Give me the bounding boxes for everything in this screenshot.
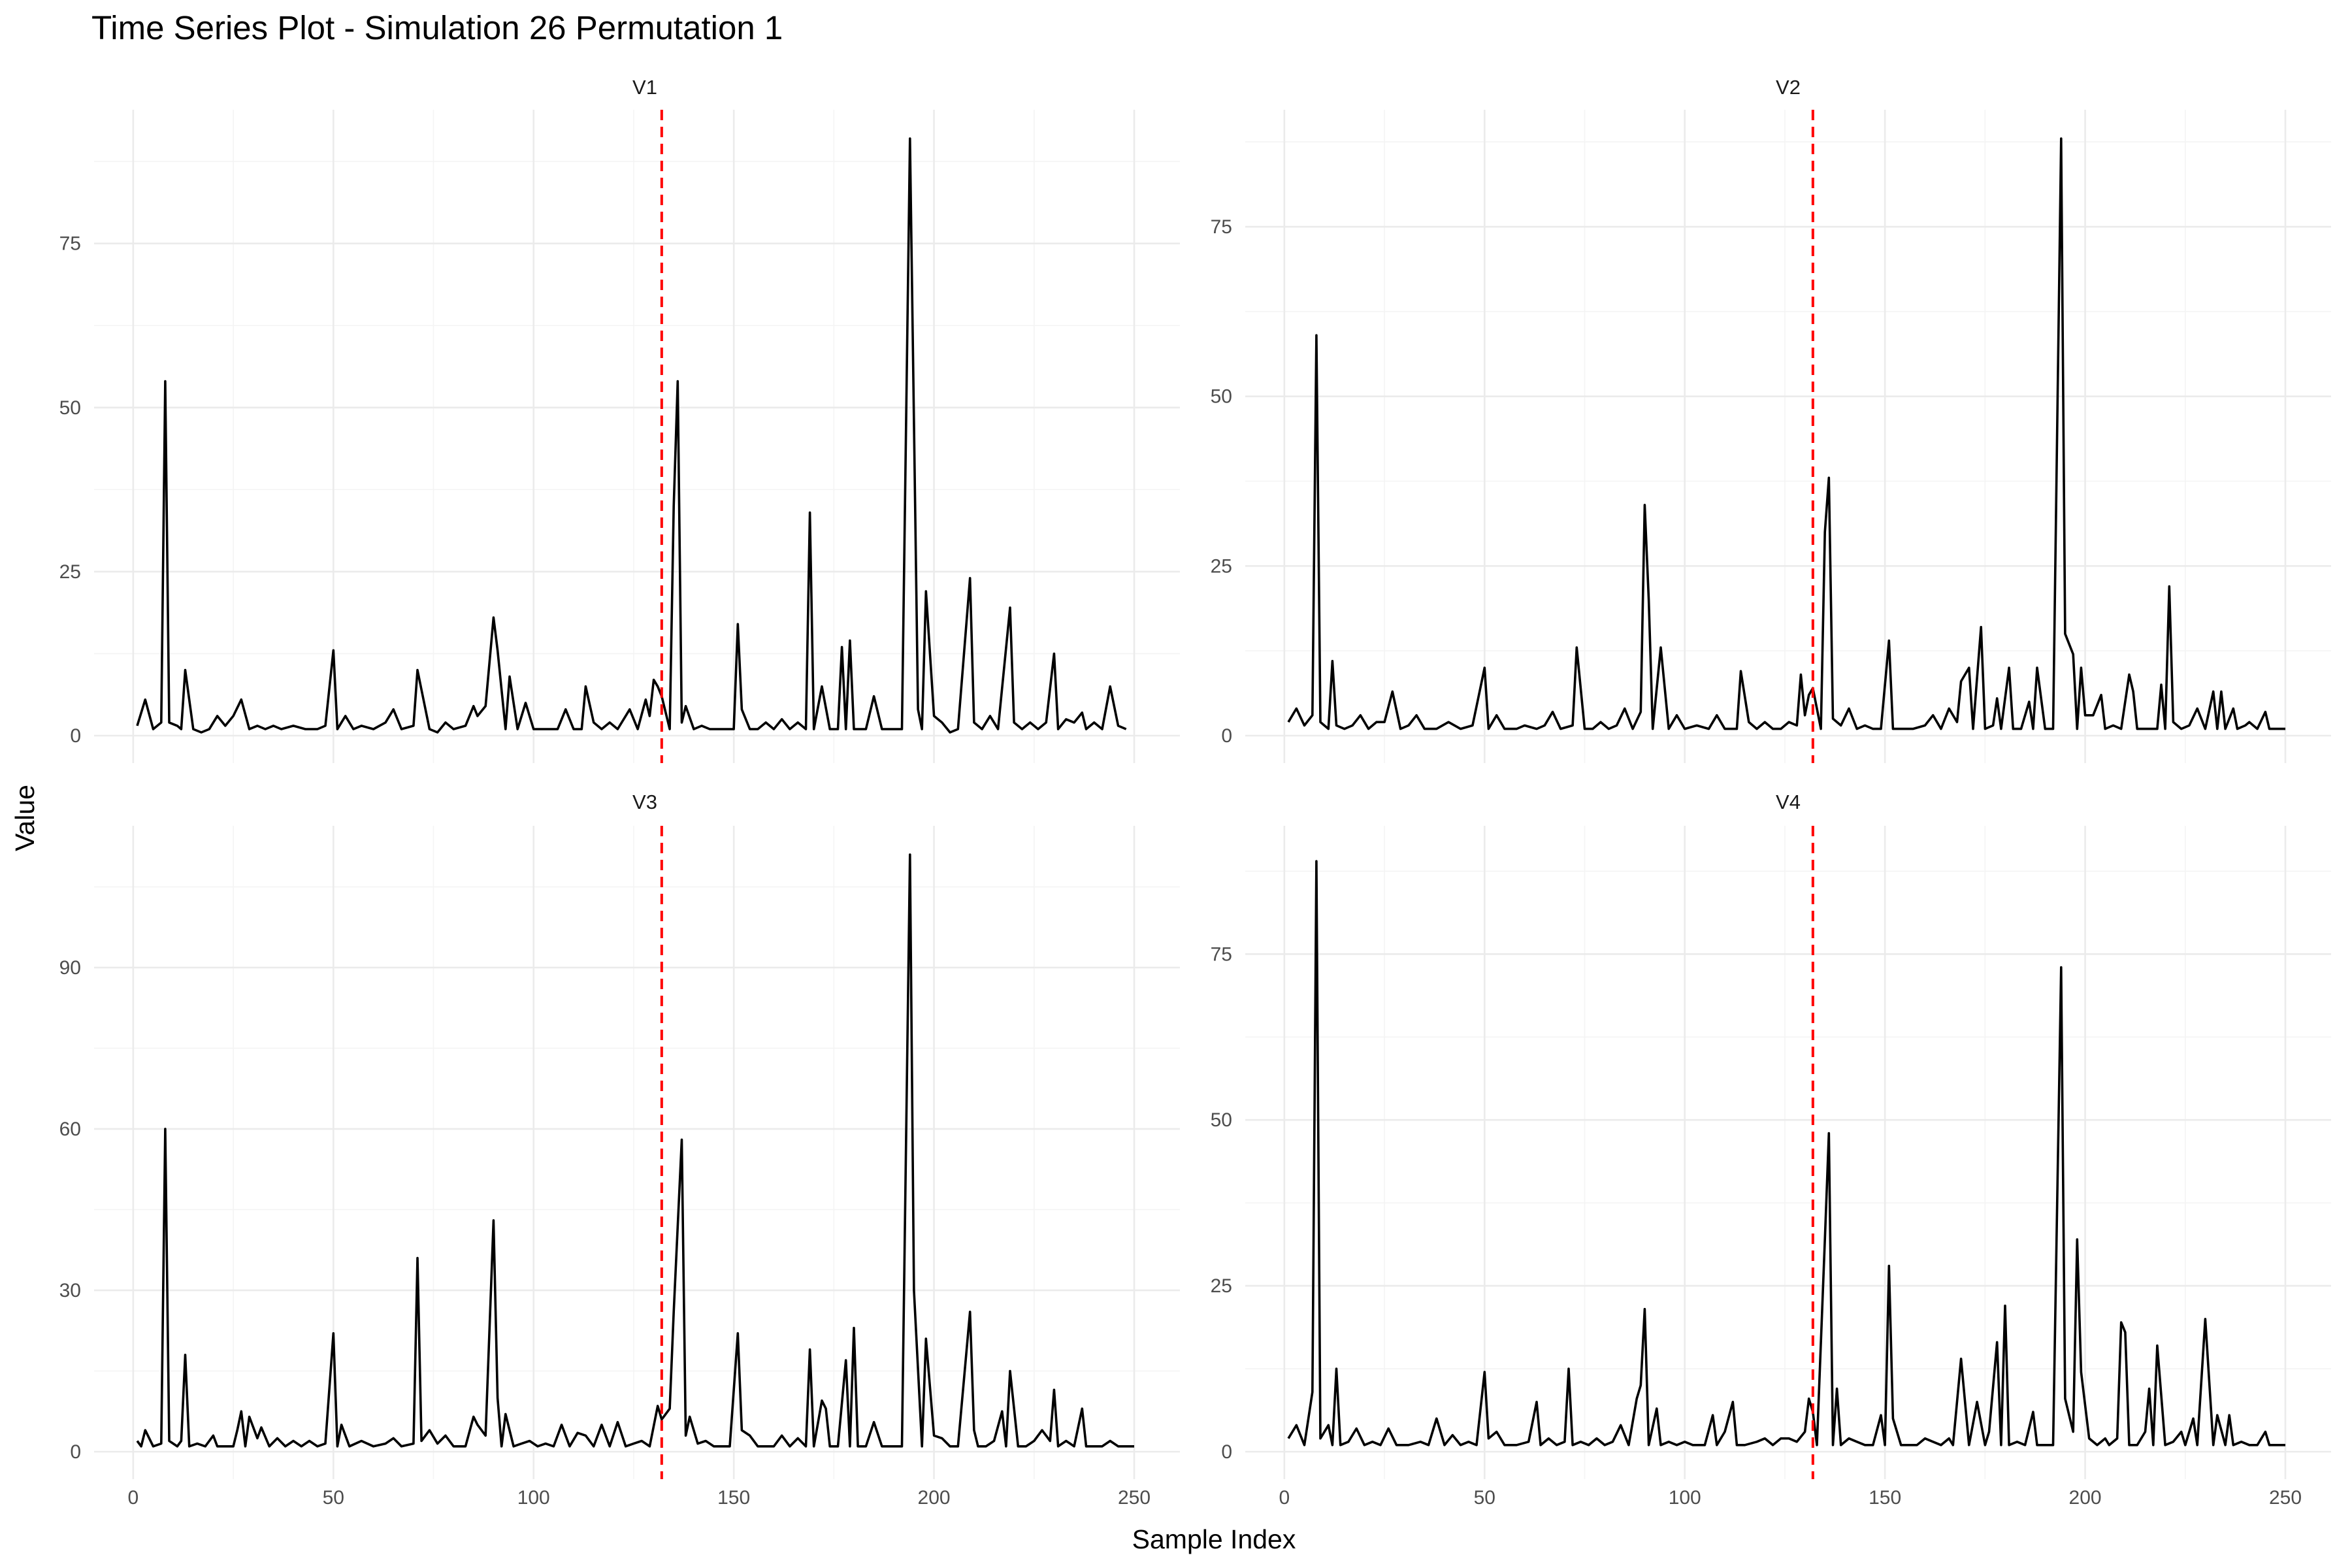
- y-tick-label: 25: [59, 561, 81, 583]
- y-tick-label: 25: [1211, 555, 1232, 577]
- facet-panels: 0 25 50 75 V1 0 25 50 75 V2 0 30 60 90 V3 0 50 100 150 200 2…: [59, 76, 2331, 1509]
- x-tick-label: 100: [517, 1487, 550, 1509]
- x-tick-label: 150: [717, 1487, 750, 1509]
- y-tick-label: 75: [1211, 216, 1232, 238]
- x-tick-label: 200: [2069, 1487, 2102, 1509]
- x-tick-label: 250: [2269, 1487, 2302, 1509]
- y-tick-label: 0: [70, 725, 81, 747]
- facet-strip-label: V1: [632, 76, 657, 99]
- y-tick-label: 75: [59, 233, 81, 255]
- y-tick-label: 50: [1211, 386, 1232, 408]
- facet-panel-v3: 0 30 60 90 V3 0 50 100 150 200 250: [59, 791, 1180, 1509]
- y-tick-label: 30: [59, 1280, 81, 1301]
- series-line-v2: [1287, 137, 2285, 730]
- chart-title: Time Series Plot - Simulation 26 Permuta…: [91, 9, 783, 46]
- y-tick-label: 50: [59, 397, 81, 419]
- x-tick-label: 150: [1869, 1487, 1901, 1509]
- x-tick-label: 50: [1474, 1487, 1495, 1509]
- series-line-v4: [1287, 860, 2285, 1446]
- series-line-v3: [136, 853, 1134, 1448]
- x-tick-label: 50: [323, 1487, 344, 1509]
- facet-panel-v1: 0 25 50 75 V1: [59, 76, 1180, 763]
- x-tick-label: 0: [1279, 1487, 1290, 1509]
- y-tick-label: 25: [1211, 1275, 1232, 1297]
- x-tick-label: 0: [128, 1487, 139, 1509]
- x-tick-label: 250: [1118, 1487, 1151, 1509]
- facet-strip-label: V2: [1776, 76, 1801, 99]
- y-tick-label: 50: [1211, 1109, 1232, 1131]
- facet-strip-label: V4: [1776, 791, 1801, 813]
- y-tick-label: 0: [1221, 1441, 1232, 1463]
- facet-strip-label: V3: [632, 791, 657, 813]
- y-tick-label: 60: [59, 1119, 81, 1140]
- y-tick-label: 90: [59, 957, 81, 979]
- y-tick-label: 0: [1221, 725, 1232, 747]
- series-line-v1: [136, 137, 1127, 734]
- facet-panel-v2: 0 25 50 75 V2: [1211, 76, 2331, 763]
- y-axis-label: Value: [10, 785, 40, 851]
- y-tick-label: 0: [70, 1441, 81, 1463]
- facet-panel-v4: 0 25 50 75 V4 0 50 100 150 200 250: [1211, 791, 2331, 1509]
- x-tick-label: 100: [1669, 1487, 1701, 1509]
- x-tick-label: 200: [918, 1487, 951, 1509]
- x-axis-label: Sample Index: [1132, 1524, 1296, 1554]
- y-tick-label: 75: [1211, 943, 1232, 965]
